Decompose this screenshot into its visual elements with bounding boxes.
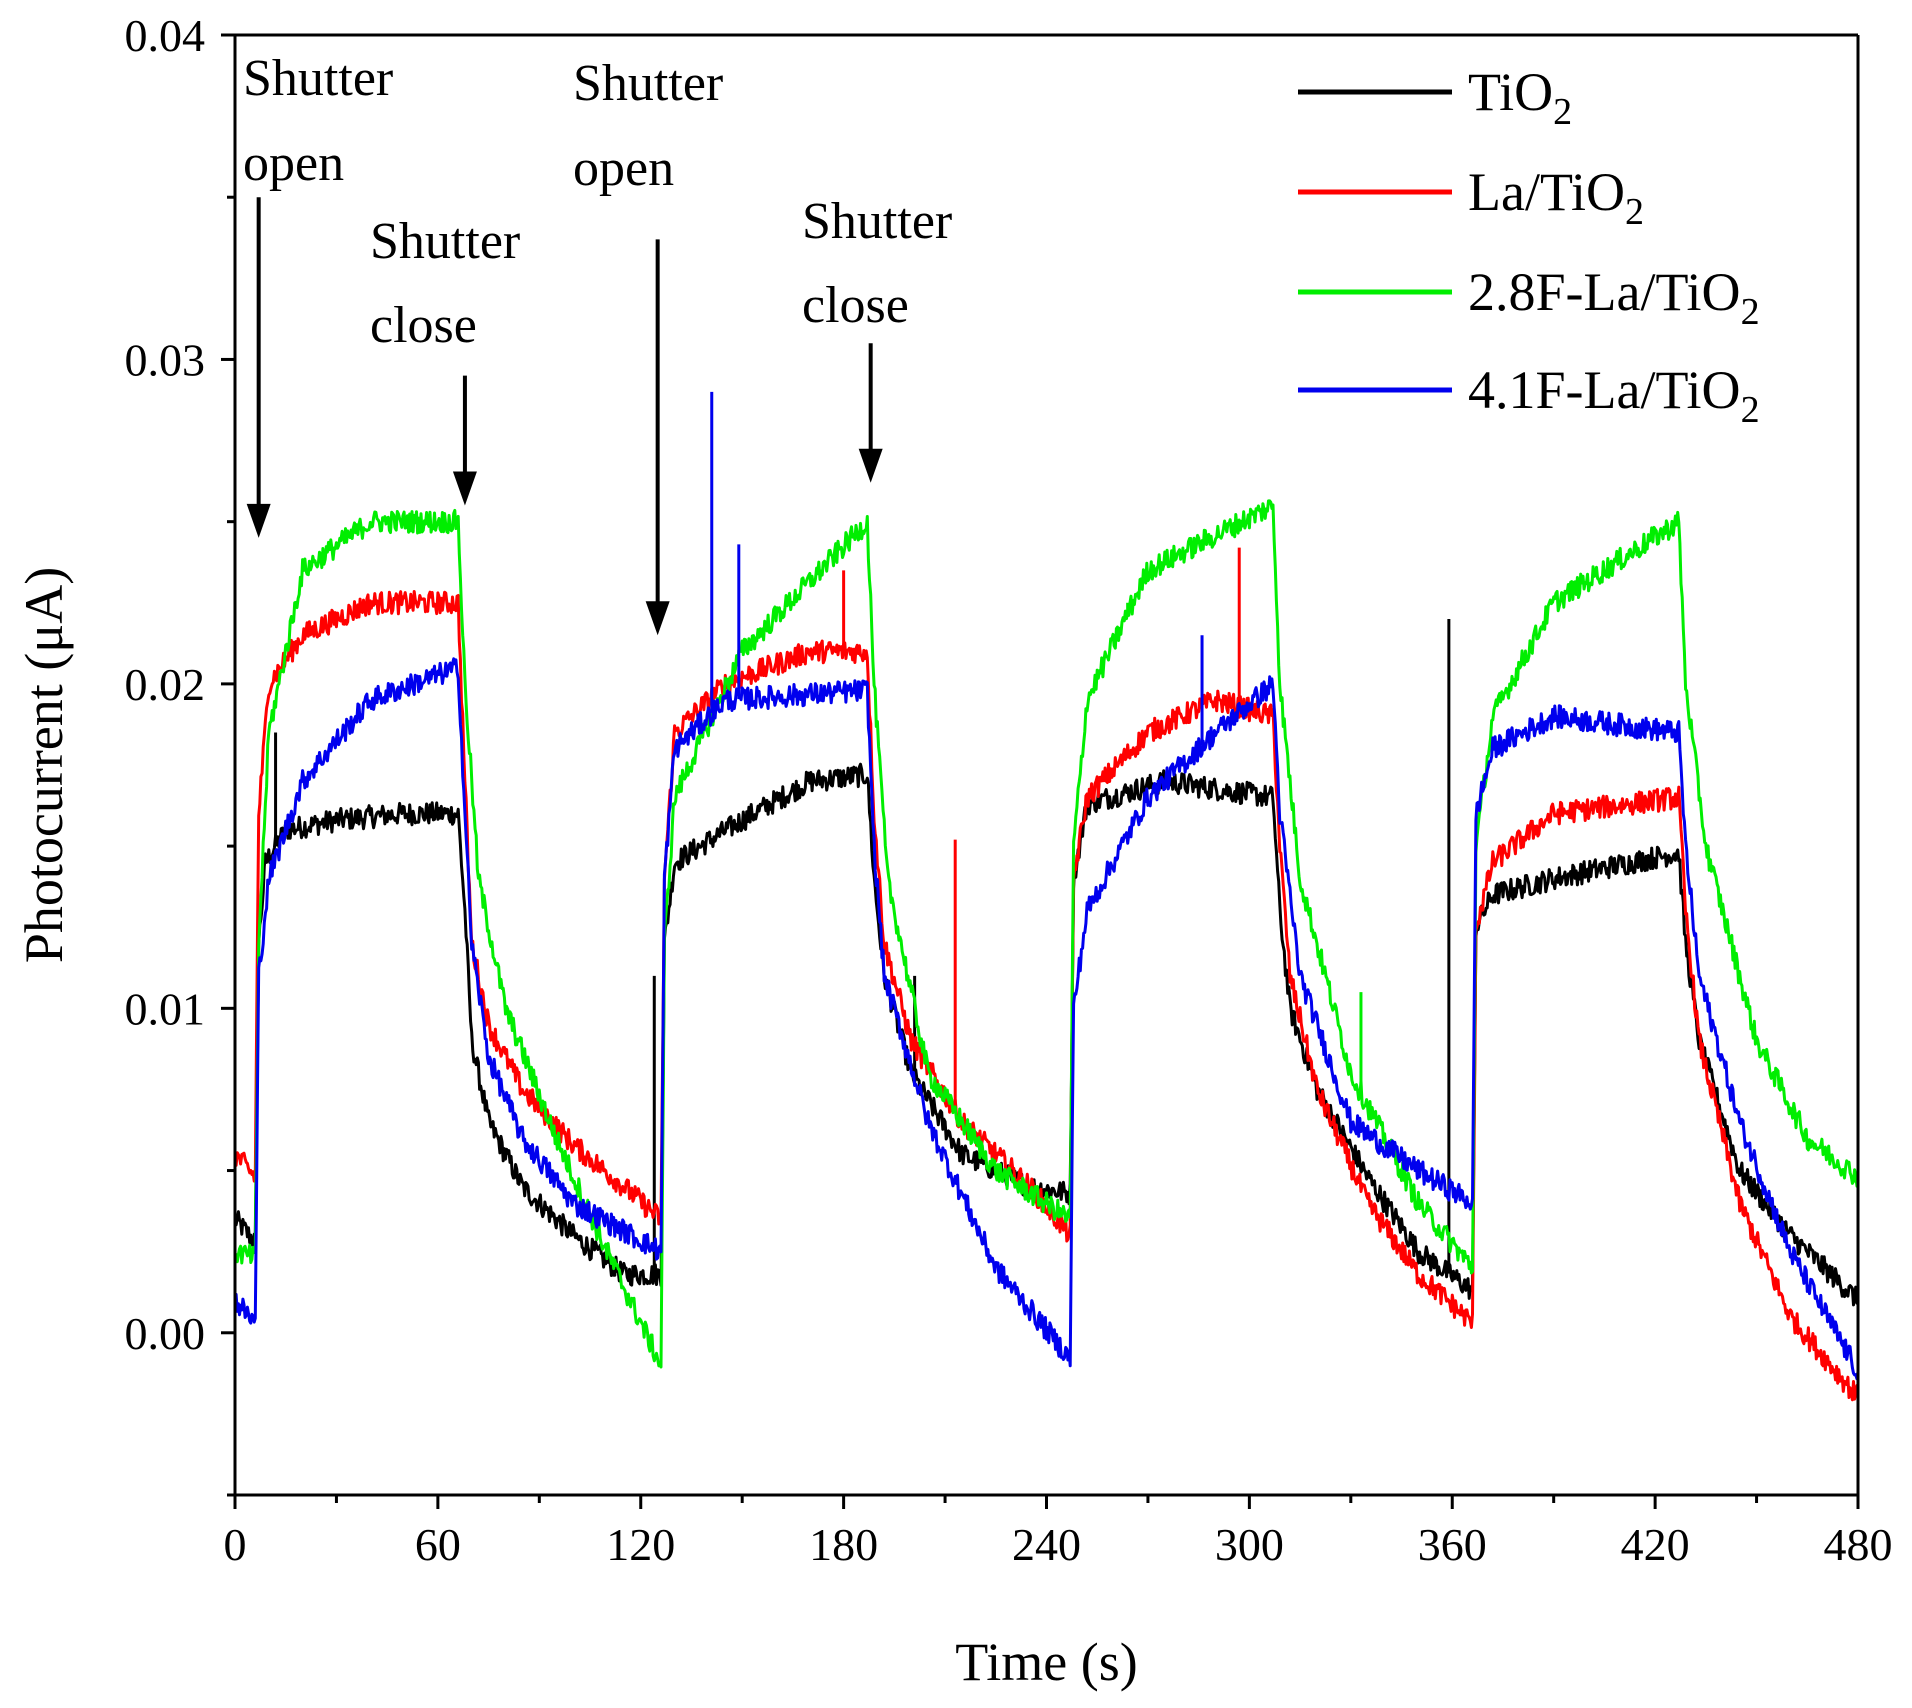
y-axis-title: Photocurrent (μA) bbox=[14, 567, 74, 963]
annotation-line2-3: close bbox=[802, 277, 909, 334]
legend-label-subscript: 2 bbox=[1741, 291, 1760, 333]
legend-label-main: La/TiO bbox=[1468, 162, 1625, 222]
x-tick-label: 240 bbox=[1012, 1519, 1081, 1570]
series-line-3 bbox=[233, 657, 1860, 1381]
y-tick-label: 0.00 bbox=[125, 1308, 206, 1359]
series-line-2 bbox=[233, 499, 1860, 1369]
x-tick-label: 420 bbox=[1621, 1519, 1690, 1570]
x-tick-label: 360 bbox=[1418, 1519, 1487, 1570]
legend-label-2: 2.8F-La/TiO2 bbox=[1468, 262, 1760, 333]
x-tick-label: 180 bbox=[809, 1519, 878, 1570]
series-line-1 bbox=[233, 590, 1860, 1402]
x-tick-label: 480 bbox=[1824, 1519, 1893, 1570]
legend-label-3: 4.1F-La/TiO2 bbox=[1468, 360, 1760, 431]
y-tick-label: 0.03 bbox=[125, 334, 206, 385]
annotation-line1-1: Shutter bbox=[370, 213, 520, 270]
series-line-0 bbox=[233, 762, 1860, 1307]
annotation-line1-3: Shutter bbox=[802, 193, 952, 250]
legend-label-main: 2.8F-La/TiO bbox=[1468, 262, 1741, 322]
x-tick-label: 120 bbox=[606, 1519, 675, 1570]
annotation-line1-0: Shutter bbox=[243, 50, 393, 107]
legend-label-subscript: 2 bbox=[1625, 191, 1644, 233]
annotation-line2-2: open bbox=[573, 140, 674, 197]
x-axis-title: Time (s) bbox=[955, 1632, 1138, 1692]
series-layer bbox=[233, 391, 1860, 1402]
x-tick-label: 0 bbox=[224, 1519, 247, 1570]
legend-label-subscript: 2 bbox=[1741, 389, 1760, 431]
legend-label-subscript: 2 bbox=[1553, 91, 1572, 133]
arrow-head-2 bbox=[645, 601, 670, 636]
y-tick-label: 0.04 bbox=[125, 10, 206, 61]
legend-label-main: TiO bbox=[1468, 62, 1553, 122]
arrow-head-0 bbox=[246, 503, 271, 538]
annotations-layer: Shutter open Shutter close Shutter open Shutte… bbox=[243, 50, 952, 636]
x-tick-label: 60 bbox=[415, 1519, 461, 1570]
y-tick-label: 0.02 bbox=[125, 659, 206, 710]
arrow-head-1 bbox=[452, 471, 477, 506]
axes-layer: 0 60 120 180 240 300 360 420 480 0.00 0.01 0.02 0.03… bbox=[125, 10, 1893, 1570]
x-tick-label: 300 bbox=[1215, 1519, 1284, 1570]
arrow-head-3 bbox=[858, 448, 883, 483]
legend-label-1: La/TiO2 bbox=[1468, 162, 1644, 233]
legend-label-0: TiO2 bbox=[1468, 62, 1572, 133]
annotation-line2-0: open bbox=[243, 135, 344, 192]
legend-label-main: 4.1F-La/TiO bbox=[1468, 360, 1741, 420]
annotation-line1-2: Shutter bbox=[573, 55, 723, 112]
annotation-line2-1: close bbox=[370, 297, 477, 354]
y-tick-label: 0.01 bbox=[125, 983, 206, 1034]
